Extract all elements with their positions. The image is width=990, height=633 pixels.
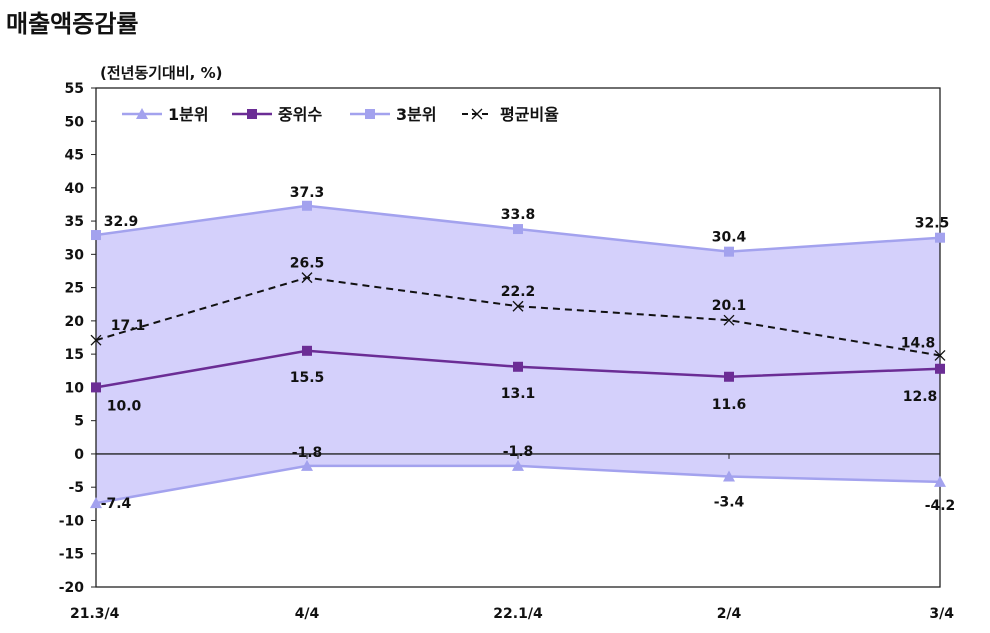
- data-label: 12.8: [903, 389, 938, 405]
- series-3-point: [91, 230, 101, 241]
- y-tick-label: 45: [65, 148, 84, 164]
- series-1-point: [301, 459, 313, 471]
- legend-item-2: 중위수: [232, 105, 322, 124]
- legend-marker: [247, 109, 257, 119]
- series-4-point: [512, 300, 524, 312]
- series-2-point: [302, 345, 312, 356]
- series-1-point: [512, 459, 524, 471]
- series-3-point: [513, 224, 523, 235]
- x-marker-stroke: [934, 350, 946, 361]
- data-label: 26.5: [290, 256, 325, 272]
- x-tick-label: 21.3/4: [70, 606, 120, 622]
- y-tick-label: -10: [59, 513, 85, 529]
- series-4-point: [301, 272, 313, 284]
- legend-label: 3분위: [396, 105, 437, 124]
- series-1-point: [934, 475, 946, 487]
- series-2-point: [513, 361, 523, 372]
- x-marker-stroke: [90, 334, 102, 346]
- series-2-point: [935, 363, 945, 374]
- y-tick-label: 5: [74, 414, 84, 430]
- y-tick-label: -20: [59, 580, 85, 596]
- x-marker-stroke: [301, 272, 313, 284]
- axes-layer: -20 -15 -10 -5 0 5 10 15 20 25 30 35 40 45 50 55 21.3/4 4…: [59, 81, 955, 622]
- x-tick-label: 4/4: [295, 606, 320, 622]
- data-label: 30.4: [712, 230, 747, 246]
- y-tick-label: 25: [65, 281, 84, 297]
- data-label: -1.8: [503, 444, 534, 460]
- band-area-layer: [96, 205, 940, 504]
- data-label: 14.8: [901, 335, 936, 351]
- legend-marker: [365, 109, 375, 119]
- data-label: 22.2: [501, 284, 536, 300]
- data-labels-layer: -7.4 -1.8 -1.8 -3.4 -4.2 10.0 15.5 13.1 11.6 12.8…: [101, 185, 956, 514]
- y-tick-label: -15: [59, 547, 84, 563]
- series-3-point: [302, 200, 312, 211]
- data-label: 32.5: [915, 216, 950, 232]
- y-tick-label: 50: [65, 114, 85, 130]
- series-4-point: [90, 334, 102, 346]
- legend-item-4: 평균비율: [462, 105, 559, 124]
- data-label: 37.3: [290, 185, 325, 201]
- data-label: 10.0: [107, 398, 142, 414]
- series-3-point: [724, 246, 734, 257]
- y-tick-label: -5: [68, 480, 84, 496]
- data-label: 11.6: [712, 397, 747, 413]
- page-title: 매출액증감률: [6, 10, 139, 38]
- legend: 1분위 중위수 3분위 평균비율: [122, 105, 559, 124]
- data-label: 33.8: [501, 207, 536, 223]
- data-label: -4.2: [925, 498, 956, 514]
- plot-area-border: [95, 87, 941, 588]
- series-1-point: [90, 497, 102, 509]
- series-2-point: [91, 382, 101, 393]
- x-tick-label: 2/4: [717, 606, 742, 622]
- legend-label: 1분위: [168, 105, 209, 124]
- y-tick-label: 40: [65, 181, 85, 197]
- x-marker-stroke: [471, 108, 483, 120]
- data-label: -7.4: [101, 496, 132, 512]
- data-label: -1.8: [292, 445, 323, 461]
- data-label: 13.1: [501, 386, 536, 402]
- series-2-point: [724, 371, 734, 382]
- data-label: 20.1: [712, 298, 747, 314]
- series-3-point: [935, 232, 945, 243]
- legend-item-3: 3분위: [350, 105, 437, 124]
- series-1-point: [723, 470, 735, 482]
- series-4-point: [723, 314, 735, 326]
- y-tick-label: 0: [74, 447, 84, 463]
- data-label: 15.5: [290, 370, 325, 386]
- x-marker-stroke: [512, 300, 524, 312]
- legend-item-1: 1분위: [122, 105, 209, 124]
- y-tick-label: 20: [65, 314, 85, 330]
- y-tick-label: 30: [65, 247, 85, 263]
- interquartile-band: [96, 205, 940, 504]
- y-tick-label: 10: [65, 380, 85, 396]
- y-tick-label: 15: [65, 347, 84, 363]
- y-axis-unit-label: (전년동기대비, %): [100, 64, 223, 82]
- legend-marker: [136, 108, 148, 119]
- data-label: -3.4: [714, 495, 745, 511]
- data-label: 17.1: [111, 318, 146, 334]
- y-tick-label: 55: [65, 81, 84, 97]
- x-tick-label: 22.1/4: [493, 606, 543, 622]
- data-label: 32.9: [104, 214, 139, 230]
- series-4-point: [934, 350, 946, 361]
- y-tick-label: 35: [65, 214, 84, 230]
- series-layer: [90, 200, 946, 509]
- x-marker-stroke: [723, 314, 735, 326]
- legend-marker: [471, 108, 483, 120]
- legend-label: 평균비율: [500, 105, 559, 124]
- legend-label: 중위수: [278, 105, 322, 124]
- x-tick-label: 3/4: [929, 606, 954, 622]
